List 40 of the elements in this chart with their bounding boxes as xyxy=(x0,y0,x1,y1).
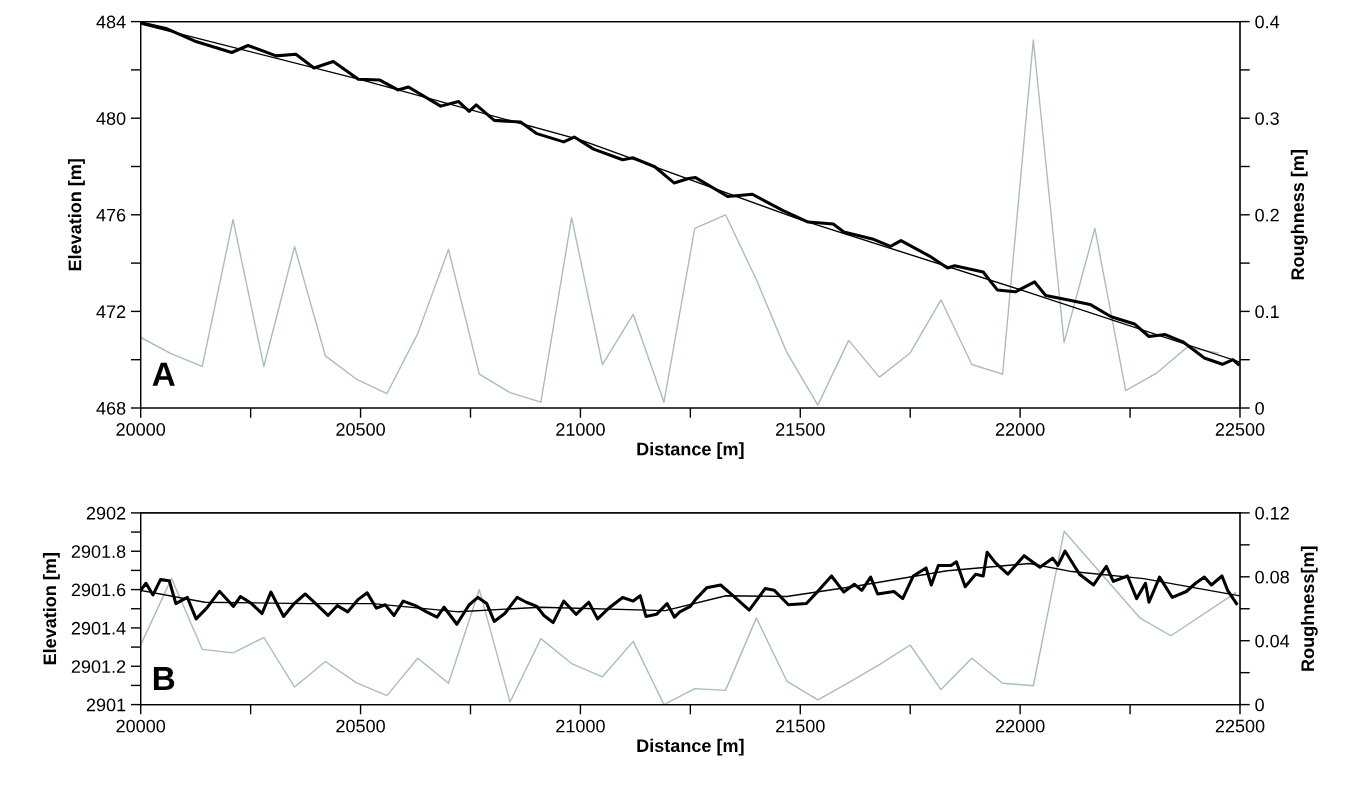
x-tick-label: 22000 xyxy=(995,719,1045,733)
y-tick-label: 2901.2 xyxy=(71,660,126,673)
annotation: B xyxy=(153,667,175,691)
y-tick-label: 2901.8 xyxy=(71,545,126,558)
y-tick-label: 2902 xyxy=(86,506,126,520)
x-tick-label: 21500 xyxy=(776,719,825,733)
y2-tick-label: 0.04 xyxy=(1255,634,1290,648)
y2-tick-label: 0.12 xyxy=(1255,506,1289,520)
x-tick-label: 22500 xyxy=(1215,719,1265,733)
x-tick-label: 22000 xyxy=(995,423,1045,436)
y-tick-label: 476 xyxy=(96,208,126,222)
y2-tick-label: 0.4 xyxy=(1255,15,1280,29)
x-axis-title: Distance [m] xyxy=(637,738,744,756)
x-tick-label: 20000 xyxy=(116,423,166,436)
y2-tick-label: 0.3 xyxy=(1255,112,1279,125)
x-tick-label: 21000 xyxy=(556,423,605,436)
y2-tick-label: 0.1 xyxy=(1255,305,1279,319)
y2-tick-label: 0 xyxy=(1255,698,1264,712)
y-tick-label: 2901.4 xyxy=(71,621,126,635)
y-axis-title: Elevation [m] xyxy=(68,159,85,271)
y-tick-label: 480 xyxy=(96,112,126,125)
y-tick-label: 472 xyxy=(96,305,126,318)
y-tick-label: 468 xyxy=(96,401,126,415)
y2-tick-label: 0 xyxy=(1255,401,1264,415)
x-tick-label: 21500 xyxy=(776,423,825,436)
y2-tick-label: 0.2 xyxy=(1255,208,1279,222)
x-tick-label: 20500 xyxy=(336,423,385,436)
x-axis-title: Distance [m] xyxy=(637,442,744,460)
x-tick-label: 21000 xyxy=(556,719,605,733)
y-tick-label: 2901 xyxy=(86,698,126,712)
annotation: A xyxy=(152,362,175,386)
x-tick-label: 22500 xyxy=(1215,423,1265,436)
x-tick-label: 20000 xyxy=(116,719,166,733)
y2-axis-title: Roughness[m] xyxy=(1300,546,1318,671)
y-tick-label: 2901.6 xyxy=(71,583,126,597)
y2-tick-label: 0.08 xyxy=(1255,570,1289,584)
y-axis-title: Elevation [m] xyxy=(42,553,60,665)
y2-axis-title: Roughness [m] xyxy=(1290,150,1308,280)
x-tick-label: 20500 xyxy=(336,719,385,733)
y-tick-label: 484 xyxy=(96,15,126,29)
